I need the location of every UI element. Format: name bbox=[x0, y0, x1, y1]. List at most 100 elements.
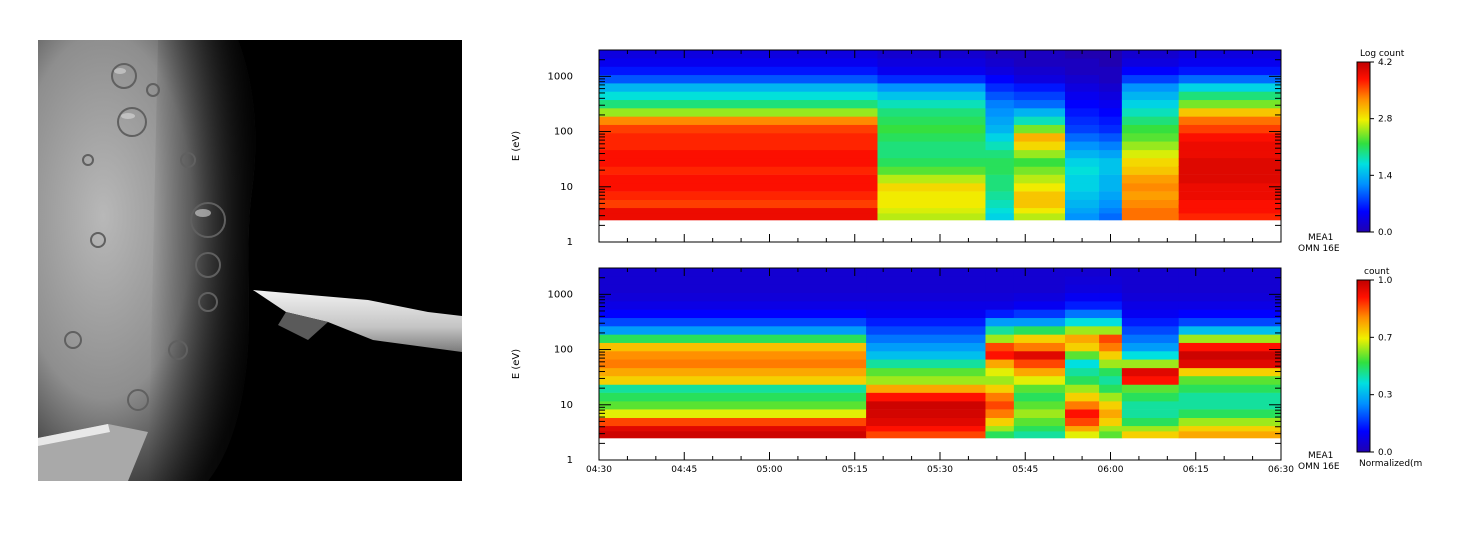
heatmap-cell bbox=[985, 350, 1015, 360]
heatmap-cell bbox=[1013, 367, 1066, 377]
heatmap-cell bbox=[866, 375, 986, 385]
heatmap-cell bbox=[1099, 132, 1123, 142]
heatmap-cell bbox=[1121, 91, 1180, 101]
heatmap-cell bbox=[866, 309, 986, 319]
heatmap-cell bbox=[1065, 275, 1100, 285]
heatmap-cell bbox=[877, 99, 986, 109]
heatmap-cell bbox=[1013, 211, 1066, 221]
heatmap-cell bbox=[985, 275, 1015, 285]
heatmap-cell bbox=[599, 342, 867, 352]
heatmap-cell bbox=[1178, 429, 1282, 439]
heatmap-cell bbox=[985, 292, 1015, 302]
colorbar-bottom bbox=[1356, 279, 1371, 453]
heatmap-cell bbox=[1099, 417, 1123, 427]
heatmap-cell bbox=[1065, 384, 1100, 393]
colorbar-ticks-bottom: 1.0 0.7 0.3 0.0 bbox=[1370, 276, 1393, 458]
heatmap-cell bbox=[1013, 417, 1066, 427]
heatmap-cell bbox=[1013, 57, 1066, 67]
heatmap-cell bbox=[1065, 317, 1100, 327]
heatmap-cell bbox=[1013, 400, 1066, 410]
heatmap-cell bbox=[1065, 107, 1100, 117]
heatmap-cell bbox=[866, 350, 986, 360]
y-tick-label: 1 bbox=[567, 455, 573, 466]
x-tick-label: 05:45 bbox=[1012, 465, 1038, 475]
heatmap-cell bbox=[1065, 325, 1100, 335]
heatmap-cell bbox=[1178, 400, 1282, 410]
heatmap-cell bbox=[1099, 66, 1123, 76]
heatmap-cell bbox=[1178, 384, 1282, 393]
heatmap-cell bbox=[1065, 74, 1100, 84]
heatmap-cell bbox=[877, 57, 986, 67]
heatmap-cell bbox=[599, 359, 867, 369]
heatmap-cell bbox=[1178, 141, 1282, 151]
heatmap-cell bbox=[1121, 359, 1180, 369]
heatmap-cell bbox=[1065, 182, 1100, 192]
heatmap-cell bbox=[599, 284, 867, 294]
heatmap-cell bbox=[1121, 116, 1180, 125]
heatmap-cell bbox=[1178, 359, 1282, 369]
heatmap-cell bbox=[1099, 292, 1123, 302]
heatmap-cell bbox=[877, 191, 986, 200]
heatmap-cell bbox=[866, 300, 986, 310]
heatmap-cell bbox=[1178, 199, 1282, 209]
spacecraft-boom bbox=[253, 290, 462, 352]
heatmap-cell bbox=[985, 342, 1015, 352]
heatmap-cell bbox=[1178, 107, 1282, 117]
colorbar-tick-label: 0.3 bbox=[1378, 391, 1392, 401]
heatmap-cell bbox=[1013, 317, 1066, 327]
heatmap-cell bbox=[599, 268, 867, 277]
heatmap-cell bbox=[866, 392, 986, 402]
heatmap-cell bbox=[866, 342, 986, 352]
heatmap-cell bbox=[1065, 50, 1100, 59]
heatmap-cell bbox=[866, 325, 986, 335]
heatmap-cell bbox=[1121, 429, 1180, 439]
heatmap-cell bbox=[985, 149, 1015, 159]
heatmap-cell bbox=[1065, 82, 1100, 92]
heatmap-cell bbox=[1013, 141, 1066, 151]
heatmap-cell bbox=[1099, 107, 1123, 117]
heatmap-cell bbox=[1178, 300, 1282, 310]
heatmap-cell bbox=[1065, 57, 1100, 67]
colorbar-subtitle-bottom: Normalized(m bbox=[1359, 459, 1422, 469]
heatmap-cell bbox=[1178, 342, 1282, 352]
y-axis-label-bottom: E (eV) bbox=[511, 349, 522, 379]
colorbar-top bbox=[1356, 61, 1371, 233]
heatmap-cell bbox=[1178, 157, 1282, 167]
heatmap-cell bbox=[1099, 166, 1123, 175]
planet-surface-illustration bbox=[38, 40, 462, 481]
heatmap-cell bbox=[985, 309, 1015, 319]
heatmap-cell bbox=[1178, 292, 1282, 302]
heatmap-cell bbox=[985, 211, 1015, 221]
heatmap-cell bbox=[877, 107, 986, 117]
heatmap-cell bbox=[599, 141, 878, 151]
heatmap-cell bbox=[1178, 191, 1282, 200]
heatmap-cell bbox=[1178, 66, 1282, 76]
x-tick-label: 04:45 bbox=[671, 465, 697, 475]
colorbar-tick-label: 1.4 bbox=[1378, 171, 1393, 181]
heatmap-cell bbox=[1099, 275, 1123, 285]
heatmap-cell bbox=[1013, 99, 1066, 109]
heatmap-cell bbox=[985, 409, 1015, 418]
heatmap-cell bbox=[985, 392, 1015, 402]
heatmap-cell bbox=[1065, 375, 1100, 385]
heatmap-cell bbox=[599, 91, 878, 101]
colorbar-title-bottom: count bbox=[1364, 267, 1390, 277]
heatmap-cell bbox=[1121, 350, 1180, 360]
heatmap-cell bbox=[599, 74, 878, 84]
heatmap-cell bbox=[866, 268, 986, 277]
heatmap-cell bbox=[985, 334, 1015, 343]
heatmap-cell bbox=[1121, 204, 1180, 214]
heatmap-cell bbox=[599, 325, 867, 335]
heatmap-cell bbox=[1065, 91, 1100, 101]
heatmap-cell bbox=[1121, 50, 1180, 59]
heatmap-cell bbox=[1099, 309, 1123, 319]
heatmap-cell bbox=[1121, 334, 1180, 343]
heatmap-cell bbox=[1099, 375, 1123, 385]
heatmap-cell bbox=[1065, 417, 1100, 427]
heatmap-cell bbox=[985, 132, 1015, 142]
heatmap-cell bbox=[599, 300, 867, 310]
heatmap-cell bbox=[1121, 211, 1180, 221]
heatmap-cell bbox=[1013, 392, 1066, 402]
heatmap-cell bbox=[1121, 149, 1180, 159]
